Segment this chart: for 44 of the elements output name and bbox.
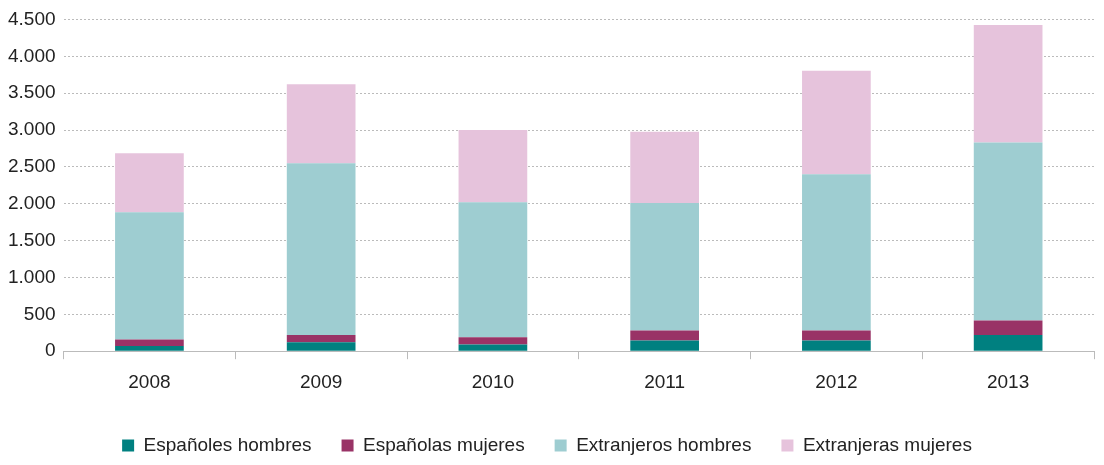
legend-label: Españolas mujeres bbox=[363, 433, 525, 455]
y-tick-label: 1.500 bbox=[8, 228, 56, 250]
bar bbox=[286, 334, 356, 343]
bar bbox=[115, 153, 184, 213]
y-tick-label: 4.000 bbox=[8, 44, 56, 66]
legend-label: Españoles hombres bbox=[143, 433, 312, 455]
legend-label: Extranjeras mujeres bbox=[802, 433, 972, 455]
bar bbox=[286, 342, 356, 351]
x-tick-label: 2011 bbox=[644, 370, 686, 392]
y-tick-label: 1.000 bbox=[8, 265, 56, 287]
bar bbox=[630, 330, 699, 341]
bar bbox=[115, 212, 184, 340]
bar bbox=[115, 346, 184, 351]
legend-label: Extranjeros hombres bbox=[576, 433, 752, 455]
x-tick-label: 2013 bbox=[986, 370, 1030, 392]
bar bbox=[802, 340, 871, 351]
y-tick-label: 3.500 bbox=[8, 81, 56, 103]
bar bbox=[458, 344, 528, 351]
bar bbox=[458, 337, 528, 345]
bar bbox=[630, 340, 699, 351]
y-tick-label: 0 bbox=[44, 339, 56, 361]
bar bbox=[802, 330, 871, 341]
y-tick-label: 3.000 bbox=[8, 118, 56, 140]
bar bbox=[630, 203, 699, 331]
y-tick-label: 2.500 bbox=[8, 155, 56, 177]
bar bbox=[802, 70, 871, 175]
bar bbox=[973, 320, 1043, 335]
x-tick-label: 2009 bbox=[300, 370, 343, 392]
x-tick-label: 2012 bbox=[815, 370, 858, 392]
x-tick-label: 2010 bbox=[471, 370, 515, 392]
x-tick-label: 2008 bbox=[128, 370, 171, 392]
bar bbox=[630, 131, 699, 203]
y-tick-label: 500 bbox=[23, 302, 56, 324]
bar bbox=[973, 24, 1043, 143]
bar bbox=[286, 163, 356, 335]
bar bbox=[973, 334, 1043, 351]
bar bbox=[973, 142, 1043, 321]
y-tick-label: 2.000 bbox=[8, 191, 56, 213]
y-tick-label: 4.500 bbox=[8, 7, 56, 29]
bar bbox=[458, 202, 528, 338]
bar bbox=[286, 84, 356, 164]
bar bbox=[458, 130, 528, 203]
bar bbox=[115, 339, 184, 347]
bar bbox=[802, 174, 871, 331]
